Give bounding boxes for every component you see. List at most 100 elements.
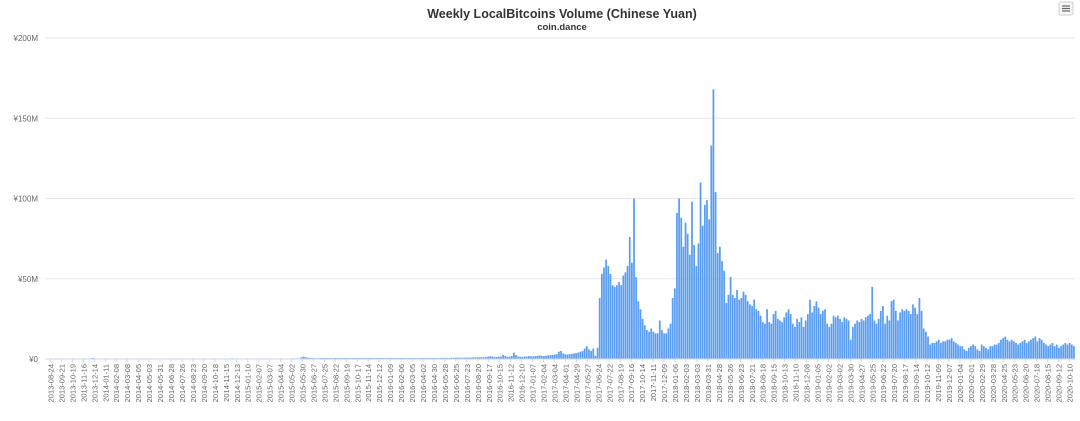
- x-tick-label: 2014-04-05: [134, 364, 143, 402]
- bar: [686, 233, 689, 359]
- x-tick-label: 2018-03-31: [704, 364, 713, 402]
- bar: [916, 314, 919, 359]
- bar: [663, 333, 665, 359]
- bar: [890, 301, 893, 359]
- bar: [991, 346, 994, 359]
- bar: [776, 318, 779, 359]
- x-tick-label: 2017-02-04: [540, 364, 549, 402]
- bar: [626, 265, 629, 359]
- bar: [877, 318, 880, 359]
- x-tick-label: 2016-03-05: [408, 364, 417, 402]
- bar: [448, 357, 451, 359]
- x-tick-label: 2016-06-25: [452, 364, 461, 402]
- x-tick-label: 2014-11-15: [222, 364, 231, 402]
- bar: [922, 328, 925, 359]
- bar: [1021, 341, 1024, 359]
- bar: [538, 355, 541, 359]
- bar: [847, 320, 850, 359]
- bar: [854, 323, 856, 359]
- bar: [770, 323, 773, 359]
- bar: [1073, 346, 1075, 359]
- bar: [858, 322, 861, 359]
- bar: [929, 344, 932, 359]
- bar: [476, 357, 479, 359]
- bar: [828, 326, 831, 359]
- bar: [530, 356, 532, 359]
- bar: [768, 322, 771, 359]
- bar: [465, 357, 468, 359]
- bar: [935, 341, 938, 359]
- bar: [667, 328, 670, 359]
- bar: [824, 309, 826, 359]
- x-tick-label: 2014-03-08: [123, 364, 132, 402]
- bar: [961, 346, 964, 359]
- bar: [779, 320, 781, 359]
- x-tick-label: 2014-07-26: [178, 364, 187, 402]
- x-tick-label: 2020-07-18: [1033, 364, 1042, 402]
- x-tick-label: 2013-08-24: [46, 364, 55, 402]
- bar: [1004, 336, 1007, 359]
- x-tick-label: 2019-05-25: [868, 364, 877, 402]
- x-tick-label: 2014-05-03: [145, 364, 154, 402]
- bar: [300, 357, 303, 359]
- bar: [714, 192, 717, 359]
- x-tick-label: 2018-07-21: [748, 364, 757, 402]
- x-tick-label: 2015-05-30: [299, 364, 308, 402]
- x-tick-label: 2020-08-15: [1044, 364, 1053, 402]
- bar: [948, 339, 951, 359]
- x-tick-label: 2019-03-30: [846, 364, 855, 402]
- x-tick-label: 2015-03-07: [266, 364, 275, 402]
- bar: [607, 265, 610, 359]
- x-tick-label: 2020-05-23: [1011, 364, 1020, 402]
- bar: [455, 357, 457, 359]
- bar: [658, 320, 661, 359]
- bar: [1015, 342, 1017, 359]
- bar: [540, 355, 543, 359]
- bar: [817, 307, 820, 359]
- bar: [757, 310, 760, 359]
- x-tick-label: 2018-12-08: [803, 364, 812, 402]
- bar: [879, 310, 882, 359]
- chart-menu-button[interactable]: [1058, 1, 1074, 16]
- x-tick-label: 2020-01-04: [956, 364, 965, 402]
- bar: [446, 357, 449, 359]
- bar: [832, 315, 835, 359]
- bar: [1023, 339, 1026, 359]
- bar: [461, 357, 464, 359]
- bar: [924, 331, 927, 359]
- bar: [1047, 346, 1050, 359]
- bar: [905, 309, 908, 359]
- bar: [553, 354, 556, 359]
- bar: [845, 318, 848, 359]
- bar: [605, 259, 608, 359]
- bar: [452, 357, 455, 359]
- bar: [940, 342, 942, 359]
- bar: [886, 315, 889, 359]
- x-tick-label: 2015-06-27: [309, 364, 318, 402]
- bar: [972, 344, 974, 359]
- bar: [665, 333, 668, 359]
- bar: [693, 245, 695, 359]
- bar: [716, 253, 719, 359]
- bar: [970, 346, 972, 359]
- x-tick-label: 2016-12-10: [518, 364, 527, 402]
- bar: [491, 356, 494, 359]
- bar: [536, 355, 539, 359]
- bar: [989, 346, 992, 359]
- bar: [504, 355, 507, 359]
- bar: [888, 320, 891, 359]
- bar: [676, 212, 678, 359]
- x-tick-label: 2020-04-25: [1000, 364, 1009, 402]
- bar: [864, 317, 867, 359]
- bar: [718, 246, 721, 359]
- bar: [1032, 338, 1035, 359]
- bar: [1038, 338, 1041, 359]
- bar: [892, 299, 895, 359]
- bar: [487, 356, 489, 359]
- bar: [761, 322, 764, 359]
- x-tick-label: 2018-08-18: [759, 364, 768, 402]
- x-tick-label: 2018-09-15: [770, 364, 779, 402]
- x-tick-label: 2014-08-23: [189, 364, 198, 402]
- bar: [909, 314, 912, 359]
- bar: [440, 357, 442, 359]
